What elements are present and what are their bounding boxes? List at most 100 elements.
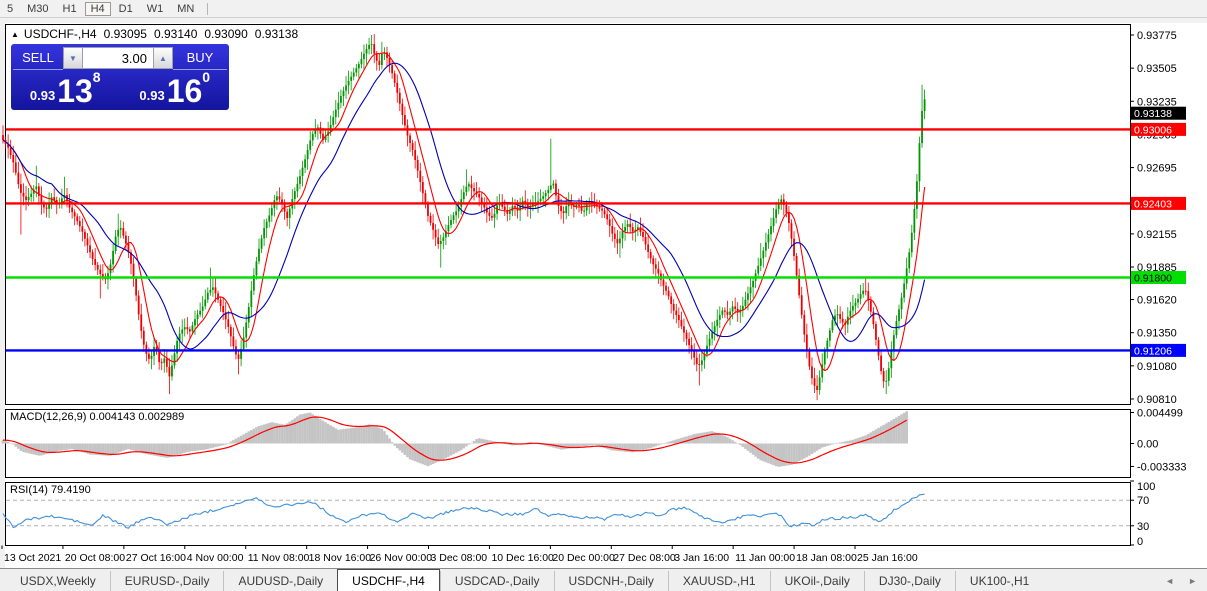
chart-panes — [5, 24, 1131, 546]
price-axis-label: 0.93775 — [1137, 30, 1177, 42]
hline-price-label — [1131, 271, 1186, 284]
toolbar-separator — [207, 2, 209, 15]
scroll-right-icon[interactable]: ► — [1188, 575, 1197, 586]
date-axis-label: 27 Oct 16:00 — [126, 552, 186, 564]
price-axis-label: 0.92695 — [1137, 163, 1177, 175]
symbol-tab-UK100-H1[interactable]: UK100-,H1 — [954, 571, 1043, 591]
sell-button[interactable]: SELL — [13, 46, 63, 70]
price-axis-label: 0.93505 — [1137, 63, 1177, 75]
symbol-tab-USDCAD-Daily[interactable]: USDCAD-,Daily — [439, 571, 554, 591]
sell-price-display[interactable]: 0.93 13 8 — [13, 69, 118, 109]
hline-price-label — [1131, 196, 1186, 210]
buy-button[interactable]: BUY — [173, 46, 227, 70]
price-axis-label: 0.92155 — [1137, 229, 1177, 241]
volume-decrease-button[interactable]: ▼ — [63, 47, 83, 69]
rsi-axis-label: 100 — [1137, 481, 1155, 493]
timeframe-button-5[interactable]: 5 — [7, 2, 14, 15]
scroll-left-icon[interactable]: ◄ — [1165, 575, 1175, 586]
rsi-axis-label: 70 — [1137, 495, 1149, 507]
timeframe-button-W1[interactable]: W1 — [146, 2, 164, 15]
ohlc-open: 0.93095 — [103, 27, 147, 41]
chart-symbol-label: USDCHF-,H4 — [23, 27, 97, 41]
sell-price-sup: 8 — [92, 69, 101, 85]
date-axis-label: 26 Nov 00:00 — [370, 552, 433, 564]
timeframe-button-H1[interactable]: H1 — [62, 2, 77, 15]
candles-layer — [2, 34, 926, 401]
macd-axis-label: -0.003333 — [1137, 461, 1187, 473]
timeframe-button-H4[interactable]: H4 — [84, 1, 111, 16]
buy-price-big: 16 — [166, 73, 203, 109]
timeframe-button-MN[interactable]: MN — [177, 2, 195, 15]
date-axis-label: 20 Dec 00:00 — [552, 552, 615, 564]
symbol-tab-UKOil-Daily[interactable]: UKOil-,Daily — [769, 571, 864, 591]
symbol-tab-USDX-Weekly[interactable]: USDX,Weekly — [20, 574, 96, 588]
macd-label: MACD(12,26,9) 0.004143 0.002989 — [10, 411, 184, 423]
price-axis-label: 0.91080 — [1137, 361, 1177, 373]
hline-price-label-text: 0.93006 — [1134, 124, 1172, 136]
ohlc-low: 0.93090 — [204, 27, 248, 41]
ohlc-close: 0.93138 — [254, 27, 299, 41]
symbol-tab-USDCNH-Daily[interactable]: USDCNH-,Daily — [553, 571, 668, 591]
rsi-axis-label: 0 — [1137, 536, 1143, 548]
current-price-label — [1131, 106, 1186, 120]
timeframe-button-D1[interactable]: D1 — [118, 2, 133, 15]
date-axis-label: 11 Nov 08:00 — [248, 552, 310, 564]
date-axis-label: 11 Jan 00:00 — [735, 552, 795, 564]
price-axis: 0.937750.935050.932350.929650.926950.924… — [1130, 30, 1187, 548]
hline-price-label-text: 0.91800 — [1134, 272, 1172, 284]
sell-price-big: 13 — [57, 73, 93, 109]
tab-scroll-arrows: ◄ ► — [1165, 569, 1197, 591]
date-axis-label: 27 Dec 08:00 — [613, 552, 676, 564]
price-axis-label: 0.91620 — [1137, 295, 1177, 307]
date-axis-label: 18 Nov 16:00 — [309, 552, 372, 564]
date-axis-label: 18 Jan 08:00 — [796, 552, 857, 564]
price-axis-label: 0.93235 — [1137, 96, 1177, 108]
hline-price-label — [1131, 343, 1186, 357]
horizontal-lines — [6, 128, 1130, 352]
date-axis-label: 13 Oct 2021 — [4, 552, 61, 564]
symbol-tab-USDCHF-H4[interactable]: USDCHF-,H4 — [337, 569, 440, 591]
sell-price-prefix: 0.93 — [29, 88, 56, 103]
symbol-tab-XAUUSD-H1[interactable]: XAUUSD-,H1 — [667, 571, 770, 591]
collapse-icon[interactable]: ▲ — [11, 30, 19, 39]
rsi-pane-content — [2, 493, 1130, 529]
macd-axis-label: 0.00 — [1137, 439, 1158, 451]
date-axis-label: 4 Nov 00:00 — [187, 552, 244, 564]
one-click-trade-panel: SELL ▼ 3.00 ▲ BUY 0.93 13 8 0.93 16 0 — [11, 44, 229, 110]
symbol-tab-bar: USDX,Weekly EURUSD-,Daily AUDUSD-,Daily USD… — [0, 568, 1207, 591]
date-axis-label: 3 Dec 08:00 — [431, 552, 488, 564]
timeframe-toolbar: 5 M30 H1 H4 D1 W1 MN — [0, 0, 1207, 18]
volume-input[interactable]: 3.00 — [83, 47, 153, 69]
date-axis-label: 10 Dec 16:00 — [491, 552, 554, 564]
ma-slow-line — [2, 62, 926, 350]
current-price-label-text: 0.93138 — [1134, 108, 1172, 120]
macd-histogram — [1, 411, 908, 467]
hline-price-label-text: 0.92403 — [1134, 198, 1172, 210]
rsi-label: RSI(14) 79.4190 — [10, 484, 91, 496]
symbol-tab-EURUSD-Daily[interactable]: EURUSD-,Daily — [109, 571, 224, 591]
ohlc-high: 0.93140 — [153, 27, 198, 41]
date-axis-label: 20 Oct 08:00 — [65, 552, 125, 564]
price-axis-label: 0.90810 — [1137, 394, 1177, 406]
hline-price-label — [1131, 122, 1186, 136]
symbol-tab-DJ30-Daily[interactable]: DJ30-,Daily — [863, 571, 955, 591]
symbol-tab-AUDUSD-Daily[interactable]: AUDUSD-,Daily — [223, 571, 337, 591]
macd-signal-line — [2, 416, 907, 464]
price-axis-label: 0.91350 — [1137, 328, 1177, 340]
buy-price-prefix: 0.93 — [139, 88, 165, 103]
date-axis-label: 3 Jan 16:00 — [674, 552, 729, 564]
date-axis-label: 25 Jan 16:00 — [857, 552, 918, 564]
chart-title: ▲ USDCHF-,H4 0.93095 0.93140 0.93090 0.93138 — [11, 27, 298, 41]
rsi-line — [2, 493, 925, 529]
date-axis: 13 Oct 2021 20 Oct 08:00 27 Oct 16:00 4 Nov… — [1, 545, 918, 564]
volume-increase-button[interactable]: ▲ — [153, 47, 173, 69]
price-labels: 0.93006 0.92403 0.91800 0.91206 0.93138 — [1131, 106, 1186, 357]
buy-price-display[interactable]: 0.93 16 0 — [123, 69, 228, 109]
buy-price-sup: 0 — [202, 69, 211, 85]
hline-price-label-text: 0.91206 — [1134, 345, 1172, 357]
rsi-axis-label: 30 — [1137, 521, 1149, 533]
timeframe-button-M30[interactable]: M30 — [27, 2, 49, 15]
macd-axis-label: 0.004499 — [1137, 407, 1183, 419]
